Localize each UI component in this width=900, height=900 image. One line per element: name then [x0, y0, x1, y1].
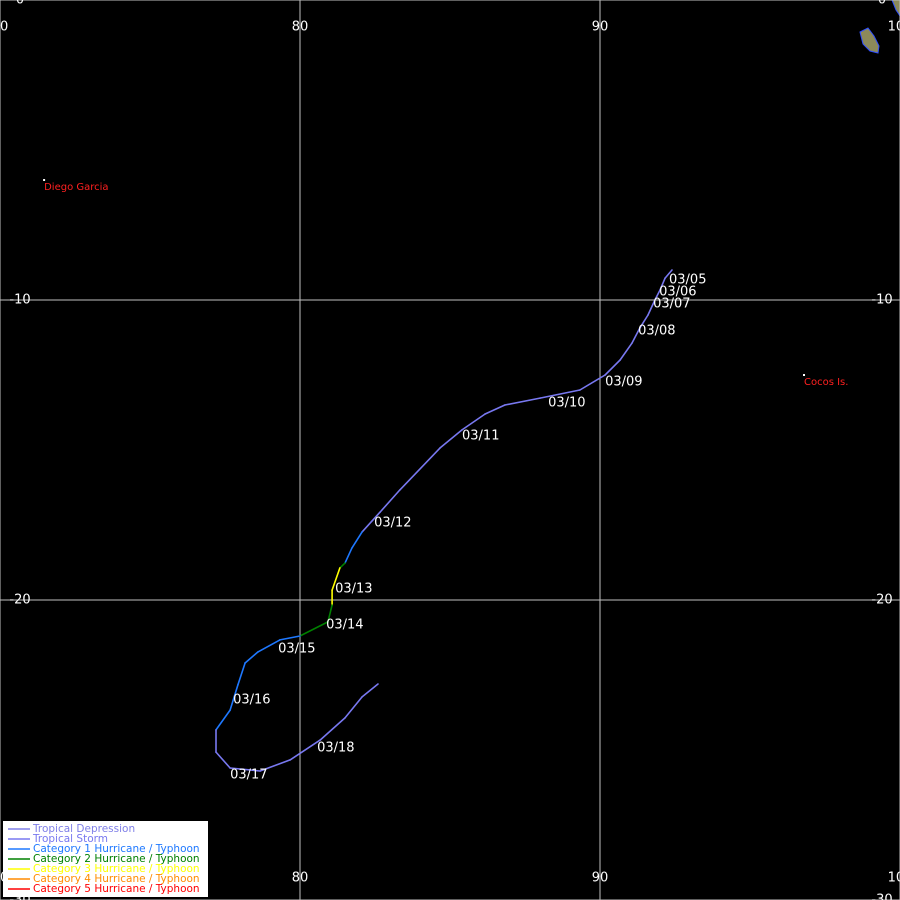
- track-segment: [619, 342, 633, 361]
- date-label: 03/09: [605, 374, 642, 389]
- track-segment: [279, 635, 301, 641]
- lat-label: -20: [871, 593, 892, 608]
- lat-label: -10: [871, 293, 892, 308]
- legend-label: Category 2 Hurricane / Typhoon: [33, 853, 200, 865]
- land: [859, 27, 880, 54]
- track-segment: [244, 651, 259, 664]
- track-segment: [539, 389, 581, 399]
- track-segment: [664, 269, 673, 279]
- track-segment: [327, 604, 333, 623]
- lat-label: 0: [878, 0, 886, 8]
- track-segment: [344, 696, 363, 719]
- track-segment: [639, 314, 649, 329]
- date-label: 03/10: [548, 395, 585, 410]
- track-segment: [351, 531, 363, 549]
- track-segment: [331, 567, 341, 591]
- place-label: Diego Garcia: [44, 182, 108, 193]
- date-label: 03/14: [326, 617, 363, 632]
- date-label: 03/07: [653, 296, 690, 311]
- date-label: 03/12: [374, 515, 411, 530]
- place-label: Cocos Is.: [804, 377, 848, 388]
- lon-label: 80: [292, 20, 309, 35]
- track-segment: [654, 289, 661, 301]
- lon-label: 100: [888, 20, 900, 35]
- date-label: 03/15: [278, 641, 315, 656]
- date-label: 03/06: [659, 284, 696, 299]
- track-segment: [339, 562, 346, 569]
- track-segment: [257, 639, 281, 653]
- track: [215, 269, 673, 772]
- track-segment: [259, 759, 291, 772]
- track-segment: [461, 413, 486, 431]
- lat-label: 0: [16, 0, 24, 8]
- track-segment: [289, 739, 321, 761]
- track-segment: [361, 683, 379, 698]
- land: [891, 0, 900, 17]
- track-segment: [604, 359, 621, 376]
- track-segment: [361, 511, 381, 533]
- date-label: 03/17: [230, 767, 267, 782]
- track-segment: [319, 717, 346, 741]
- track-segment: [229, 767, 261, 772]
- track-segment: [647, 299, 656, 316]
- track-segment: [229, 684, 239, 711]
- lon-label: 100: [888, 871, 900, 886]
- track-segment: [504, 397, 541, 406]
- date-label: 03/18: [317, 740, 354, 755]
- lat-label: -30: [871, 893, 892, 900]
- date-label: 03/08: [638, 323, 675, 338]
- legend-label: Tropical Depression: [32, 823, 135, 835]
- legend-label: Category 5 Hurricane / Typhoon: [33, 883, 200, 895]
- lat-label: -10: [9, 293, 30, 308]
- track-segment: [215, 751, 231, 769]
- track-segment: [659, 277, 666, 291]
- date-label: 03/11: [462, 428, 499, 443]
- legend-label: Category 1 Hurricane / Typhoon: [33, 843, 200, 855]
- track-segment: [299, 621, 329, 637]
- track-segment: [379, 489, 401, 513]
- track-segment: [215, 709, 231, 731]
- legend-box: [3, 821, 208, 897]
- track-segment: [579, 374, 606, 391]
- track-segment: [344, 547, 353, 564]
- lon-label: 70: [0, 20, 8, 35]
- track-segment: [439, 429, 463, 449]
- lat-label: -20: [9, 593, 30, 608]
- place-marker: [803, 374, 805, 376]
- lon-label: 90: [592, 871, 609, 886]
- lon-label: 80: [292, 871, 309, 886]
- track-segment: [399, 447, 441, 491]
- legend-label: Category 4 Hurricane / Typhoon: [33, 873, 200, 885]
- track-segment: [237, 662, 246, 686]
- date-label: 03/13: [335, 581, 372, 596]
- date-label: 03/05: [669, 272, 706, 287]
- place-marker: [43, 179, 46, 181]
- lon-label: 90: [592, 20, 609, 35]
- track-segment: [484, 404, 506, 415]
- track-segment: [631, 327, 641, 344]
- legend-label: Category 3 Hurricane / Typhoon: [33, 863, 200, 875]
- legend-label: Tropical Storm: [32, 833, 108, 845]
- date-label: 03/16: [233, 692, 270, 707]
